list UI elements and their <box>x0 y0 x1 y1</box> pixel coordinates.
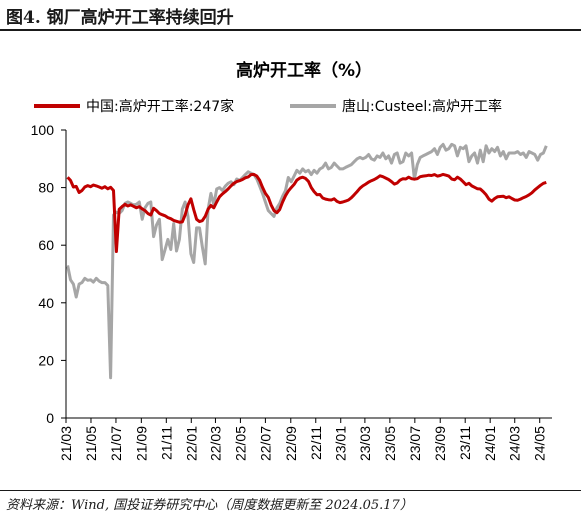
x-tick-label: 22/09 <box>283 426 299 461</box>
x-tick-label: 23/11 <box>457 426 473 460</box>
x-tick-label: 22/07 <box>257 426 273 461</box>
y-tick-label: 80 <box>38 180 54 196</box>
x-tick-label: 21/09 <box>133 426 149 461</box>
x-tick-label: 21/07 <box>108 426 124 461</box>
x-tick-label: 24/05 <box>532 426 548 461</box>
y-tick-label: 60 <box>38 237 54 253</box>
y-tick-label: 100 <box>31 122 55 138</box>
y-tick-label: 20 <box>38 352 54 368</box>
chart-title: 高炉开工率（%） <box>236 60 372 81</box>
y-tick-label: 40 <box>38 295 54 311</box>
x-tick-label: 23/09 <box>432 426 448 461</box>
x-tick-label: 23/03 <box>357 426 373 461</box>
x-tick-label: 24/03 <box>507 426 523 461</box>
series-line-china <box>66 172 547 253</box>
x-tick-label: 21/11 <box>158 426 174 460</box>
legend-label-tangshan: 唐山:Custeel:高炉开工率 <box>342 98 502 115</box>
series-line-tangshan <box>66 142 548 380</box>
x-tick-label: 22/01 <box>183 426 199 461</box>
x-tick-label: 23/05 <box>382 426 398 461</box>
y-tick-label: 0 <box>46 410 54 426</box>
axes: 0 20 40 60 80 100 21/03 21/05 21/07 21/09 21/11 22/… <box>31 122 552 461</box>
x-tick-label: 21/05 <box>83 426 99 461</box>
x-tick-label: 21/03 <box>58 426 74 461</box>
series-layer <box>66 142 548 380</box>
x-tick-label: 22/03 <box>207 426 223 461</box>
x-tick-label: 22/05 <box>232 426 248 461</box>
source-note: 资料来源：Wind, 国投证券研究中心（周度数据更新至 2024.05.17） <box>6 498 413 513</box>
bottom-rule <box>0 490 581 491</box>
figure-title: 图4. 钢厂高炉开工率持续回升 <box>6 8 234 28</box>
legend-label-china: 中国:高炉开工率:247家 <box>86 98 234 115</box>
x-tick-label: 23/07 <box>407 426 423 461</box>
x-tick-label: 22/11 <box>308 426 324 460</box>
x-tick-label: 23/01 <box>333 426 349 461</box>
x-tick-label: 24/01 <box>482 426 498 461</box>
chart-canvas: 高炉开工率（%） 中国:高炉开工率:247家 唐山:Custeel:高炉开工率 … <box>31 60 552 461</box>
top-rule <box>0 29 581 31</box>
legend: 中国:高炉开工率:247家 唐山:Custeel:高炉开工率 <box>34 98 502 115</box>
